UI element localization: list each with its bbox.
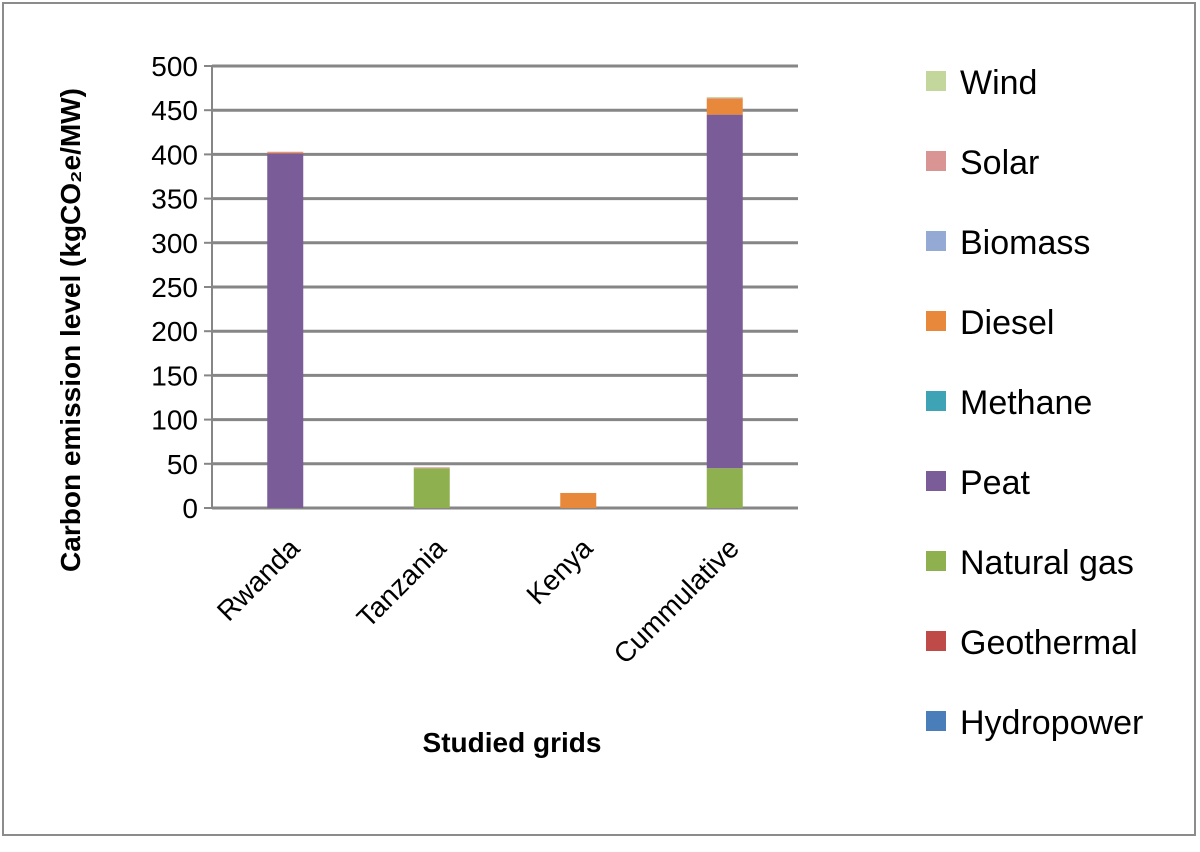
legend-label: Peat [960,464,1030,502]
bar-segment-diesel [267,152,304,154]
x-tick-label: Rwanda [211,532,306,627]
legend-swatch [926,391,946,411]
bar-segment-wind [706,96,743,98]
y-tick-label: 450 [151,95,198,126]
legend-label: Geothermal [960,624,1138,662]
legend-label: Hydropower [960,704,1143,742]
legend-label: Solar [960,144,1039,182]
legend-swatch [926,631,946,651]
legend-swatch [926,71,946,91]
legend: Wind Solar Biomass Diesel Methane Peat Natural… [926,64,1143,742]
bar-segment-solar [413,467,450,469]
bar-segment-natural-gas [413,468,450,508]
y-tick-label: 0 [182,493,198,524]
y-tick-label: 100 [151,405,198,436]
y-tick-label: 150 [151,360,198,391]
bars [267,96,743,509]
legend-label: Wind [960,64,1037,102]
x-axis-title: Studied grids [423,727,602,758]
legend-label: Methane [960,384,1092,422]
x-tick-labels: Rwanda Tanzania Kenya Cummulative [211,532,745,670]
bar-segment-solar [706,97,743,99]
x-tick-label: Tanzania [351,532,452,633]
legend-swatch [926,311,946,331]
bar-segment-peat [267,153,304,509]
legend-swatch [926,471,946,491]
legend-label: Natural gas [960,544,1134,582]
y-tick-label: 500 [151,51,198,82]
legend-swatch [926,151,946,171]
bar-segment-peat [706,114,743,469]
y-tick-labels: 0 50 100 150 200 250 300 350 400 450 500 [151,51,198,524]
legend-swatch [926,551,946,571]
bar-segment-diesel [560,492,597,508]
x-tick-label: Cummulative [608,532,745,669]
legend-label: Diesel [960,304,1054,342]
y-tick-label: 300 [151,228,198,259]
gridlines [204,64,798,510]
y-tick-label: 400 [151,139,198,170]
y-tick-label: 250 [151,272,198,303]
x-tick-label: Kenya [520,532,598,610]
bar-segment-diesel [706,98,743,115]
legend-swatch [926,711,946,731]
bar-segment-natural-gas [706,468,743,508]
legend-label: Biomass [960,224,1090,262]
bar-segment-solar [267,151,304,153]
legend-swatch [926,231,946,251]
y-tick-label: 50 [167,449,198,480]
y-tick-label: 200 [151,316,198,347]
y-tick-label: 350 [151,184,198,215]
y-axis-title: Carbon emission level (kgCO₂e/MW) [55,88,86,572]
